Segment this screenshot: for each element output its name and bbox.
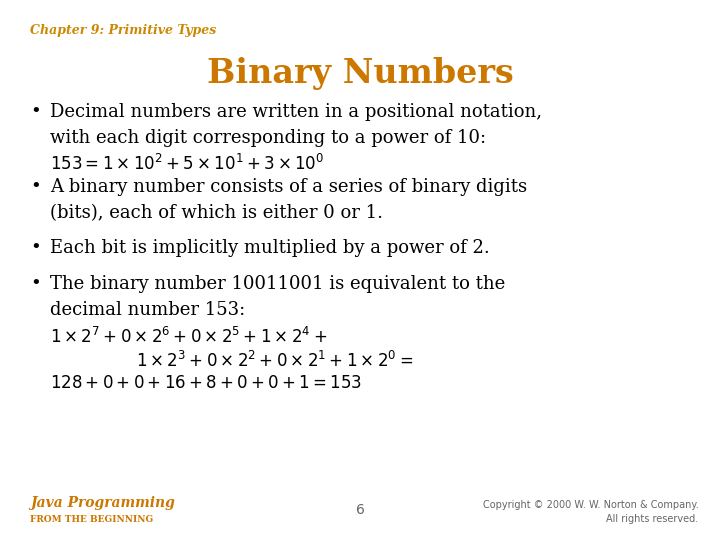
Text: The binary number 10011001 is equivalent to the: The binary number 10011001 is equivalent… bbox=[50, 275, 505, 293]
Text: Decimal numbers are written in a positional notation,: Decimal numbers are written in a positio… bbox=[50, 103, 542, 120]
Text: A binary number consists of a series of binary digits: A binary number consists of a series of … bbox=[50, 178, 527, 196]
Text: with each digit corresponding to a power of 10:: with each digit corresponding to a power… bbox=[50, 129, 486, 146]
Text: (bits), each of which is either 0 or 1.: (bits), each of which is either 0 or 1. bbox=[50, 204, 383, 222]
Text: 6: 6 bbox=[356, 503, 364, 517]
Text: •: • bbox=[30, 178, 41, 196]
Text: Chapter 9: Primitive Types: Chapter 9: Primitive Types bbox=[30, 24, 216, 37]
Text: •: • bbox=[30, 103, 41, 120]
Text: •: • bbox=[30, 239, 41, 256]
Text: FROM THE BEGINNING: FROM THE BEGINNING bbox=[30, 515, 153, 524]
Text: $1 \times 2^7 + 0 \times 2^6 + 0 \times 2^5 + 1 \times 2^4 +$: $1 \times 2^7 + 0 \times 2^6 + 0 \times … bbox=[50, 327, 327, 347]
Text: $1 \times 2^3 + 0 \times 2^2 + 0 \times 2^1 + 1 \times 2^0 =$: $1 \times 2^3 + 0 \times 2^2 + 0 \times … bbox=[136, 351, 413, 371]
Text: •: • bbox=[30, 275, 41, 293]
Text: Each bit is implicitly multiplied by a power of 2.: Each bit is implicitly multiplied by a p… bbox=[50, 239, 490, 256]
Text: decimal number 153:: decimal number 153: bbox=[50, 301, 246, 319]
Text: $128 + 0 + 0 + 16 + 8 + 0 + 0 + 1 = 153$: $128 + 0 + 0 + 16 + 8 + 0 + 0 + 1 = 153$ bbox=[50, 375, 362, 392]
Text: Java Programming: Java Programming bbox=[30, 496, 175, 510]
Text: Copyright © 2000 W. W. Norton & Company.: Copyright © 2000 W. W. Norton & Company. bbox=[482, 500, 698, 510]
Text: Binary Numbers: Binary Numbers bbox=[207, 57, 513, 90]
Text: All rights reserved.: All rights reserved. bbox=[606, 514, 698, 524]
Text: $153 = 1 \times 10^2 + 5 \times 10^1 + 3 \times 10^0$: $153 = 1 \times 10^2 + 5 \times 10^1 + 3… bbox=[50, 154, 324, 174]
